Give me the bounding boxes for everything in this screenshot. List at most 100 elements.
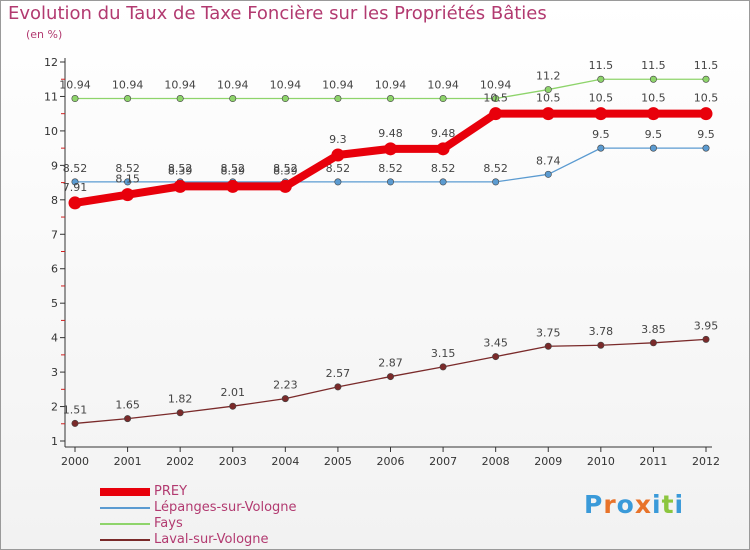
data-point-prey <box>278 179 292 193</box>
data-point-prey <box>489 107 503 121</box>
x-tick-label: 2006 <box>377 455 405 468</box>
logo-letter: o <box>616 490 635 519</box>
data-point-l-panges-sur-vologne <box>334 178 342 186</box>
data-point-laval-sur-vologne <box>439 363 447 371</box>
y-tick-label: 5 <box>51 297 58 310</box>
x-tick-label: 2008 <box>482 455 510 468</box>
legend-swatch <box>100 539 150 541</box>
chart-subtitle: (en %) <box>26 28 63 41</box>
data-point-prey <box>541 107 555 121</box>
logo-letter: t <box>661 490 675 519</box>
data-point-fays <box>492 95 500 103</box>
data-label-l-panges-sur-vologne: 8.52 <box>378 162 403 175</box>
data-point-fays <box>229 95 237 103</box>
x-tick-label: 2004 <box>271 455 299 468</box>
data-label-fays: 11.5 <box>589 59 614 72</box>
data-label-l-panges-sur-vologne: 8.52 <box>115 162 140 175</box>
data-label-laval-sur-vologne: 3.95 <box>694 319 719 332</box>
data-label-laval-sur-vologne: 2.57 <box>326 367 351 380</box>
y-tick-label: 7 <box>51 228 58 241</box>
data-point-fays <box>334 95 342 103</box>
data-label-l-panges-sur-vologne: 9.5 <box>592 128 610 141</box>
data-point-fays <box>649 75 657 83</box>
data-point-fays <box>544 86 552 94</box>
data-label-laval-sur-vologne: 3.75 <box>536 326 561 339</box>
data-point-laval-sur-vologne <box>334 383 342 391</box>
legend-swatch <box>100 507 150 509</box>
legend-label: Laval-sur-Vologne <box>154 532 269 547</box>
chart-legend: PREY Lépanges-sur-Vologne Fays Laval-sur-Vo… <box>100 484 360 548</box>
data-label-prey: 8.39 <box>273 164 298 177</box>
data-label-prey: 10.5 <box>536 92 561 105</box>
data-point-laval-sur-vologne <box>124 415 132 423</box>
data-point-fays <box>71 95 79 103</box>
data-point-prey <box>331 148 345 162</box>
data-label-prey: 8.39 <box>168 164 193 177</box>
logo-letter: x <box>634 490 652 519</box>
data-label-l-panges-sur-vologne: 9.5 <box>645 128 663 141</box>
data-label-prey: 10.5 <box>641 92 666 105</box>
legend-swatch <box>100 488 150 496</box>
legend-swatch <box>100 523 150 525</box>
data-point-fays <box>702 75 710 83</box>
data-label-l-panges-sur-vologne: 8.52 <box>63 162 88 175</box>
data-label-l-panges-sur-vologne: 9.5 <box>697 128 715 141</box>
data-point-laval-sur-vologne <box>544 342 552 350</box>
data-point-fays <box>124 95 132 103</box>
data-label-laval-sur-vologne: 2.87 <box>378 357 403 370</box>
data-point-prey <box>226 179 240 193</box>
data-label-fays: 10.94 <box>270 79 302 92</box>
y-tick-label: 4 <box>51 332 58 345</box>
data-point-laval-sur-vologne <box>702 335 710 343</box>
legend-item: Lépanges-sur-Vologne <box>100 500 360 516</box>
legend-label: PREY <box>154 484 188 499</box>
data-label-fays: 10.94 <box>375 79 407 92</box>
data-label-fays: 10.94 <box>112 79 144 92</box>
y-tick-label: 6 <box>51 263 58 276</box>
data-label-prey: 10.5 <box>483 92 508 105</box>
legend-label: Lépanges-sur-Vologne <box>154 500 297 515</box>
x-tick-label: 2001 <box>114 455 142 468</box>
data-point-prey <box>68 196 82 210</box>
data-point-prey <box>699 107 713 121</box>
data-label-fays: 10.94 <box>427 79 459 92</box>
x-tick-label: 2003 <box>219 455 247 468</box>
y-tick-label: 3 <box>51 366 58 379</box>
data-label-prey: 10.5 <box>589 92 614 105</box>
data-label-laval-sur-vologne: 3.45 <box>483 337 508 350</box>
data-point-laval-sur-vologne <box>386 373 394 381</box>
data-label-prey: 9.3 <box>329 133 347 146</box>
data-label-prey: 7.91 <box>63 181 88 194</box>
data-label-l-panges-sur-vologne: 8.52 <box>431 162 456 175</box>
data-label-laval-sur-vologne: 3.78 <box>589 325 614 338</box>
data-label-fays: 11.5 <box>694 59 719 72</box>
legend-item: Fays <box>100 516 360 532</box>
data-point-l-panges-sur-vologne <box>71 178 79 186</box>
data-label-prey: 8.39 <box>221 164 246 177</box>
data-point-prey <box>173 179 187 193</box>
y-tick-label: 9 <box>51 159 58 172</box>
data-point-l-panges-sur-vologne <box>544 170 552 178</box>
data-label-laval-sur-vologne: 3.15 <box>431 347 456 360</box>
data-point-laval-sur-vologne <box>281 395 289 403</box>
data-point-laval-sur-vologne <box>597 341 605 349</box>
logo-letter: r <box>603 490 617 519</box>
data-label-l-panges-sur-vologne: 8.52 <box>326 162 351 175</box>
data-label-l-panges-sur-vologne: 8.52 <box>273 162 298 175</box>
data-label-l-panges-sur-vologne: 8.52 <box>483 162 508 175</box>
x-tick-label: 2002 <box>166 455 194 468</box>
data-point-l-panges-sur-vologne <box>702 144 710 152</box>
legend-item: Laval-sur-Vologne <box>100 532 360 548</box>
data-label-fays: 10.94 <box>217 79 249 92</box>
data-point-fays <box>386 95 394 103</box>
data-label-laval-sur-vologne: 2.23 <box>273 379 298 392</box>
data-point-fays <box>176 95 184 103</box>
data-label-fays: 11.5 <box>641 59 666 72</box>
logo-letter: P <box>584 490 604 519</box>
y-tick-label: 1 <box>51 435 58 448</box>
data-label-laval-sur-vologne: 1.65 <box>115 399 140 412</box>
x-tick-label: 2007 <box>429 455 457 468</box>
data-label-laval-sur-vologne: 1.82 <box>168 393 193 406</box>
